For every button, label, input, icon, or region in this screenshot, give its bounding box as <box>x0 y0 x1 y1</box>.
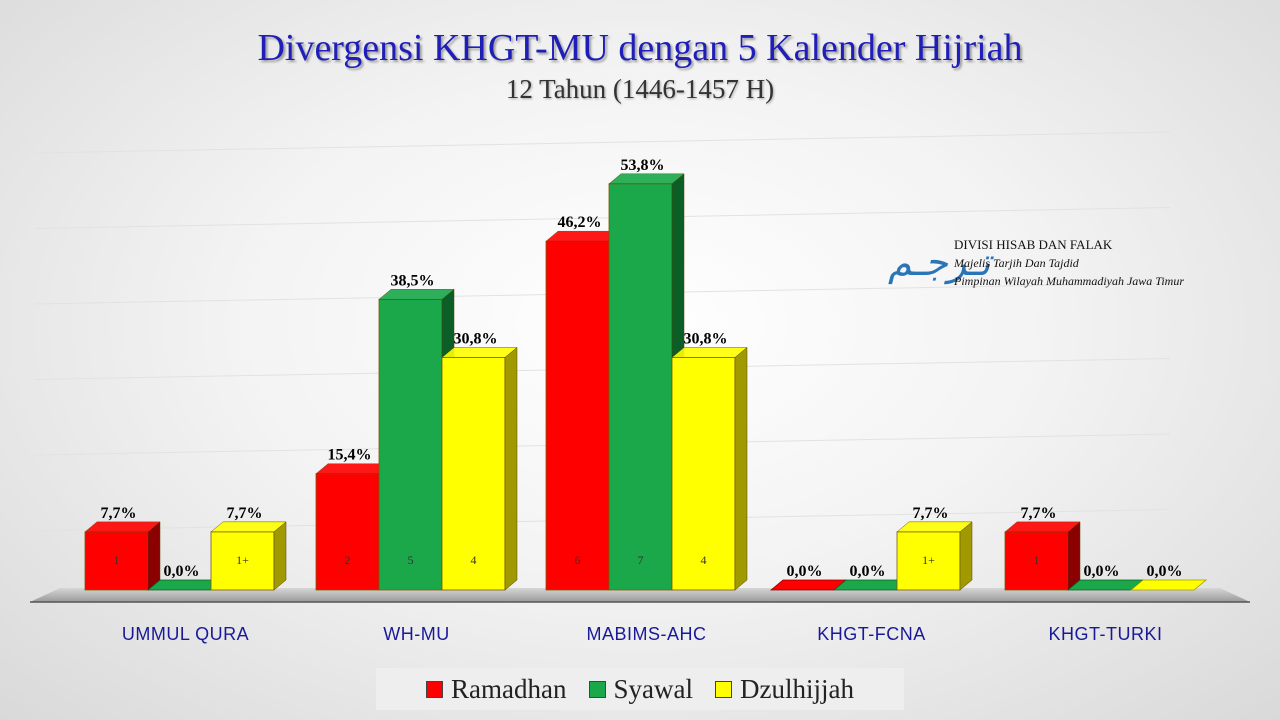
category-label-mabims-ahc: MABIMS-AHC <box>586 624 706 644</box>
legend-item-ramadhan: Ramadhan <box>426 673 567 705</box>
count-label-ramadhan-wh-mu: 2 <box>345 553 351 567</box>
legend-swatch-dzulhijjah <box>714 680 732 698</box>
category-label-khgt-fcna: KHGT-FCNA <box>817 624 926 644</box>
count-label-dzulhijjah-mabims-ahc: 4 <box>701 553 707 567</box>
gridline <box>34 131 1171 154</box>
labels-group: 7,7% 1 0,0% 7,7% 1+ UMMUL QURA 15,4% 2 38,5% 5 30,… <box>101 157 1183 644</box>
legend-label-ramadhan: Ramadhan <box>451 673 567 704</box>
bar-dzulhijjah-khgt-fcna <box>896 531 961 591</box>
count-label-ramadhan-mabims-ahc: 6 <box>575 553 581 567</box>
data-label-dzulhijjah-khgt-fcna: 7,7% <box>913 505 949 522</box>
count-label-dzulhijjah-khgt-fcna: 1+ <box>922 553 935 567</box>
bar-side-dzulhijjah-mabims-ahc <box>734 346 748 591</box>
count-label-syawal-mabims-ahc: 7 <box>638 553 644 567</box>
data-label-syawal-khgt-turki: 0,0% <box>1084 563 1120 580</box>
bar-syawal-wh-mu <box>378 298 443 591</box>
org-council-name: Majelis Tarjih Dan Tajdid <box>954 256 1079 270</box>
bar-syawal-mabims-ahc <box>608 183 673 591</box>
bar-ramadhan-mabims-ahc <box>545 240 610 591</box>
legend-swatch-ramadhan <box>426 680 444 698</box>
bar-top-syawal-wh-mu <box>378 289 455 300</box>
data-label-ramadhan-khgt-fcna: 0,0% <box>787 563 823 580</box>
organization-logo-block: تـرجـم DIVISI HISAB DAN FALAK Majelis Ta… <box>888 236 1248 296</box>
count-label-ramadhan-khgt-turki: 1 <box>1034 553 1040 567</box>
bar-dzulhijjah-wh-mu <box>441 357 506 591</box>
chart-subtitle: 12 Tahun (1446-1457 H) <box>505 74 775 104</box>
data-label-dzulhijjah-khgt-turki: 0,0% <box>1147 563 1183 580</box>
bars-group <box>84 173 1208 591</box>
bar-top-ramadhan-ummul-qura <box>84 521 161 533</box>
bar-top-dzulhijjah-ummul-qura <box>210 521 287 533</box>
bar-flat-syawal-khgt-turki <box>1066 579 1145 591</box>
bar-flat-dzulhijjah-khgt-turki <box>1129 579 1208 591</box>
data-label-syawal-mabims-ahc: 53,8% <box>621 157 665 174</box>
data-label-dzulhijjah-mabims-ahc: 30,8% <box>684 330 728 347</box>
count-label-dzulhijjah-ummul-qura: 1+ <box>236 553 249 567</box>
legend-item-dzulhijjah: Dzulhijjah <box>714 673 854 705</box>
bar-ramadhan-wh-mu <box>315 473 380 591</box>
bar-top-syawal-mabims-ahc <box>608 173 685 185</box>
bar-side-dzulhijjah-ummul-qura <box>273 521 287 591</box>
data-label-dzulhijjah-ummul-qura: 7,7% <box>227 505 263 522</box>
data-label-syawal-khgt-fcna: 0,0% <box>850 563 886 580</box>
bar-side-ramadhan-ummul-qura <box>147 521 161 591</box>
data-label-syawal-ummul-qura: 0,0% <box>164 563 200 580</box>
count-label-dzulhijjah-wh-mu: 4 <box>471 553 477 567</box>
chart-title: Divergensi KHGT-MU dengan 5 Kalender Hij… <box>257 27 1023 69</box>
data-label-ramadhan-ummul-qura: 7,7% <box>101 505 137 522</box>
chart-legend: Ramadhan Syawal Dzulhijjah <box>376 668 904 710</box>
bar-side-dzulhijjah-wh-mu <box>504 346 518 591</box>
category-label-ummul-qura: UMMUL QURA <box>122 624 249 644</box>
count-label-syawal-wh-mu: 5 <box>408 553 414 567</box>
bar-top-dzulhijjah-mabims-ahc <box>671 347 748 358</box>
bar-dzulhijjah-mabims-ahc <box>671 357 736 591</box>
legend-item-syawal: Syawal <box>588 673 693 705</box>
count-label-ramadhan-ummul-qura: 1 <box>114 553 120 567</box>
org-division-name: DIVISI HISAB DAN FALAK <box>954 237 1113 252</box>
bar-top-dzulhijjah-wh-mu <box>441 347 518 358</box>
category-label-wh-mu: WH-MU <box>383 624 449 644</box>
chart-floor <box>30 588 1250 603</box>
bar-top-ramadhan-khgt-turki <box>1004 521 1081 533</box>
data-label-ramadhan-khgt-turki: 7,7% <box>1021 505 1057 522</box>
bar-flat-ramadhan-khgt-fcna <box>769 579 848 591</box>
data-label-syawal-wh-mu: 38,5% <box>391 272 435 289</box>
legend-label-syawal: Syawal <box>613 673 693 704</box>
legend-swatch-syawal <box>588 680 606 698</box>
gridline <box>34 207 1171 229</box>
bar-side-ramadhan-khgt-turki <box>1067 521 1081 591</box>
data-label-ramadhan-mabims-ahc: 46,2% <box>558 214 602 231</box>
arabic-calligraphy-logo-icon: تـرجـم <box>888 240 991 284</box>
category-label-khgt-turki: KHGT-TURKI <box>1048 624 1162 644</box>
data-label-ramadhan-wh-mu: 15,4% <box>328 447 372 464</box>
bar-top-dzulhijjah-khgt-fcna <box>896 521 973 533</box>
legend-label-dzulhijjah: Dzulhijjah <box>739 673 854 704</box>
bar-side-dzulhijjah-khgt-fcna <box>959 521 973 591</box>
floor-plane <box>30 588 1250 602</box>
data-label-dzulhijjah-wh-mu: 30,8% <box>454 330 498 347</box>
org-regional-name: Pimpinan Wilayah Muhammadiyah Jawa Timur <box>954 274 1184 288</box>
